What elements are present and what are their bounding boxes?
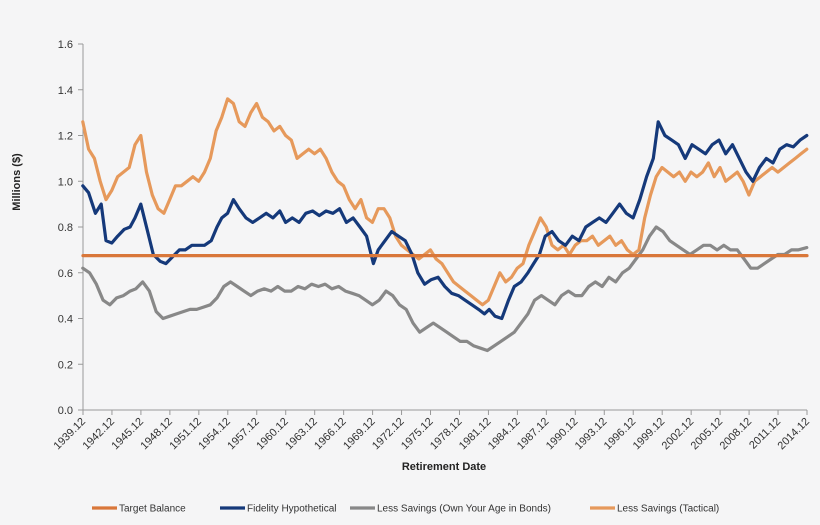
y-tick-label: 0.8 [58, 222, 73, 234]
series-line-fidelity-hypothetical [81, 120, 809, 321]
y-tick-label: 1.4 [58, 85, 73, 97]
y-axis-ticks: 0.0 0.2 0.4 0.6 0.8 1.0 1.2 1.4 1.6 [58, 39, 83, 417]
series-line-less-savings-tactical [81, 97, 809, 307]
legend-label: Target Balance [119, 504, 186, 515]
axes [82, 44, 807, 411]
y-tick-label: 0.4 [58, 314, 73, 326]
series-layer [81, 97, 809, 353]
y-tick-label: 1.6 [58, 39, 73, 51]
legend-label: Less Savings (Own Your Age in Bonds) [377, 504, 551, 515]
legend: Target Balance Fidelity Hypothetical Less … [92, 504, 719, 515]
legend-item-target-balance: Target Balance [92, 504, 186, 515]
x-axis-title: Retirement Date [402, 461, 486, 473]
y-tick-label: 1.0 [58, 176, 73, 188]
legend-item-less-savings-tactical: Less Savings (Tactical) [590, 504, 719, 515]
x-tick-label: 2014.12 [776, 416, 813, 453]
x-axis-ticks: 1939.121942.121945.121948.121951.121954.… [52, 410, 813, 453]
x-tick-label: 2008.12 [718, 416, 755, 453]
legend-item-fidelity-hypothetical: Fidelity Hypothetical [220, 504, 336, 515]
y-tick-label: 0.6 [58, 268, 73, 280]
legend-item-less-savings-own-your-age-in-bonds: Less Savings (Own Your Age in Bonds) [350, 504, 551, 515]
series-line-less-savings-own-your-age-in-bonds [81, 225, 809, 353]
y-tick-label: 0.2 [58, 359, 73, 371]
y-tick-label: 0.0 [58, 405, 73, 417]
y-axis-title: Millions ($) [11, 153, 23, 211]
legend-label: Less Savings (Tactical) [617, 504, 719, 515]
y-tick-label: 1.2 [58, 131, 73, 143]
legend-label: Fidelity Hypothetical [247, 504, 336, 515]
